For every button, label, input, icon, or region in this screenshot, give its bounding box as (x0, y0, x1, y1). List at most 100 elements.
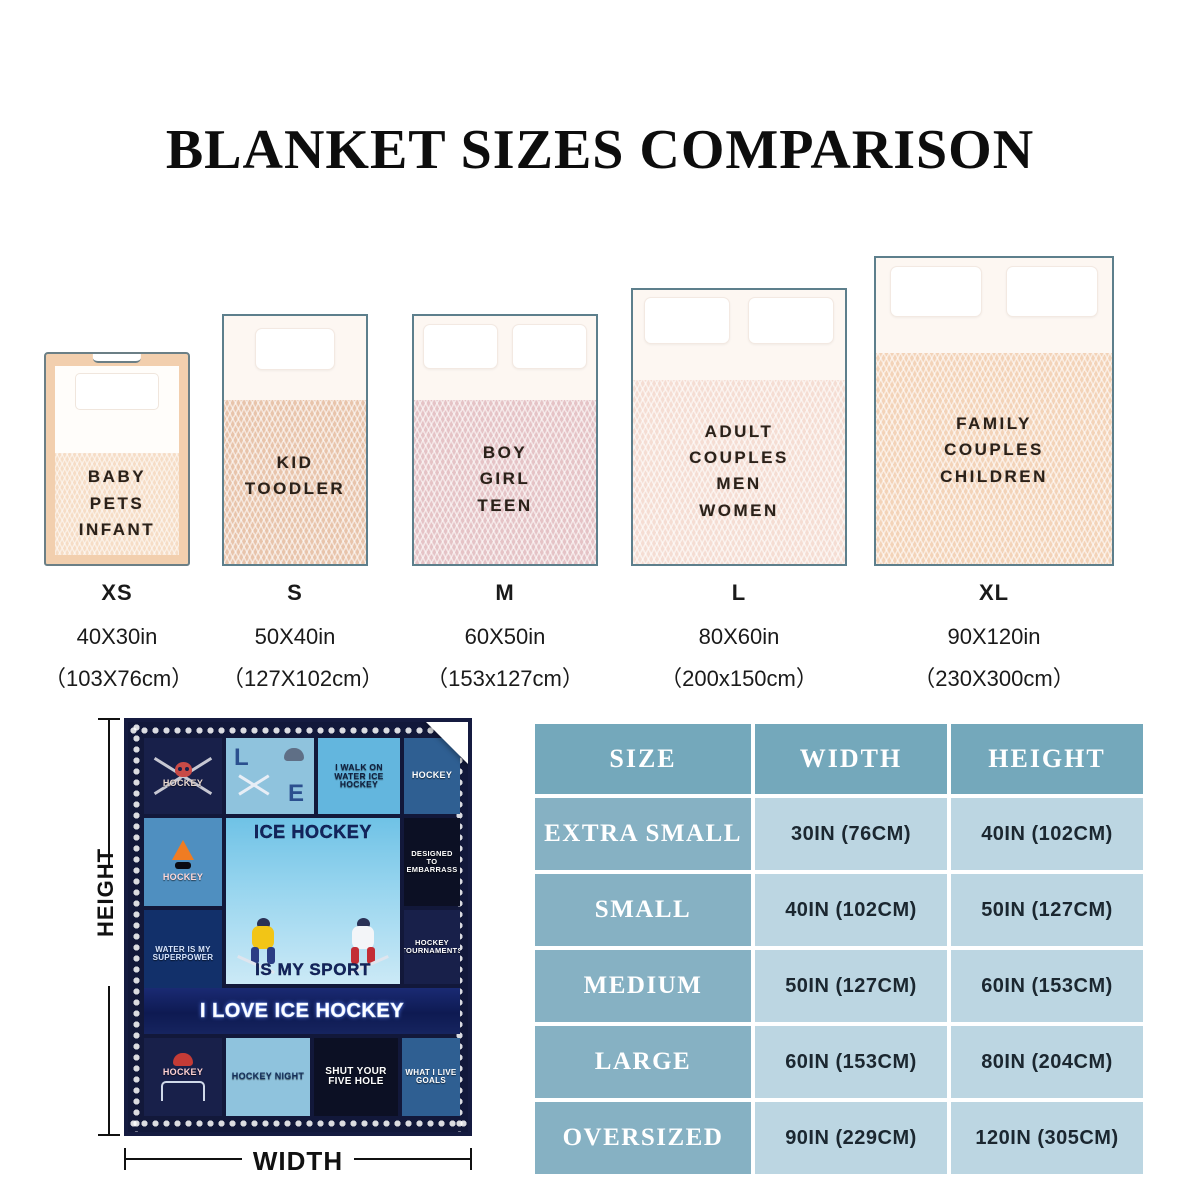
bed-column-l: ADULT COUPLES MEN WOMEN L 80X60in （200x1… (631, 288, 847, 691)
bed-caption-l: L 80X60in （200x150cm） (631, 566, 847, 697)
bed-sheet (876, 258, 1112, 353)
blanket-tile-flame-hockey: HOCKEY (144, 818, 222, 906)
bed-size-inches-m: 60X50in (464, 624, 546, 650)
center-tile-bottom-text: IS MY SPORT (255, 960, 371, 979)
tile-text: HOCKEY TOURNAMENTS (404, 938, 460, 955)
height-dimension-indicator: HEIGHT (92, 718, 126, 1136)
bed-caption-xl: XL 90X120in （230X300cm） (874, 566, 1114, 697)
bed-caption-m: M 60X50in （153x127cm） (412, 566, 598, 697)
blanket-tile-goals: WHAT I LIVE GOALS (402, 1038, 460, 1116)
blanket-tile-hockey-night: HOCKEY NIGHT (226, 1038, 310, 1116)
row-size-medium: MEDIUM (533, 948, 753, 1024)
hockey-player-red-icon (348, 918, 389, 975)
bed-caption-xs: XS 40X30in （103X76cm） (44, 566, 193, 697)
blanket-tile-love: L E (226, 738, 314, 814)
row-width-oversized: 90IN (229CM) (753, 1100, 949, 1176)
row-width-small: 40IN (102CM) (753, 872, 949, 948)
bed-occupant-label-xs: BABY PETS INFANT (78, 467, 156, 539)
bed-size-cm-xl: （230X300cm） (913, 666, 1075, 692)
crib-notch (92, 354, 142, 363)
tile-text: DESIGNED TO EMBARRASS (406, 849, 458, 874)
bed-size-cm-l: （200x150cm） (660, 666, 818, 692)
row-width-large: 60IN (153CM) (753, 1024, 949, 1100)
bed-occupant-label-l: ADULT COUPLES MEN WOMEN (689, 421, 789, 520)
pillow-right (747, 297, 835, 345)
tile-text: HOCKEY (162, 1066, 204, 1077)
table-row: SMALL 40IN (102CM) 50IN (127CM) (533, 872, 1145, 948)
skull-icon (174, 761, 192, 777)
bed-illustration-l: ADULT COUPLES MEN WOMEN (631, 288, 847, 566)
bed-column-m: BOY GIRL TEEN M 60X50in （153x127cm） (412, 314, 598, 691)
table-header-row: SIZE WIDTH HEIGHT (533, 722, 1145, 796)
row-size-large: LARGE (533, 1024, 753, 1100)
blanket-dot-border-left (131, 722, 142, 1132)
hockey-player-yellow-icon (237, 918, 278, 975)
row-height-extra-small: 40IN (102CM) (949, 796, 1145, 872)
table-header-width: WIDTH (753, 722, 949, 796)
row-size-extra-small: EXTRA SMALL (533, 796, 753, 872)
bed-size-cm-m: （153x127cm） (426, 666, 584, 692)
bed-size-code-xl: XL (978, 580, 1010, 605)
bed-comparison-row: BABY PETS INFANT XS 40X30in （103X76cm） K… (0, 236, 1200, 691)
height-label: HEIGHT (93, 847, 118, 937)
width-label: WIDTH (252, 1146, 344, 1176)
bed-caption-s: S 50X40in （127X102cm） (222, 566, 384, 697)
blanket-tile-hockey-net: HOCKEY (144, 1038, 222, 1116)
blanket-tile-ice-hockey-main: ICE HOCKEY IS MY SPORT (226, 818, 400, 984)
pillow-left (423, 323, 498, 370)
blanket-folded-corner (424, 722, 468, 766)
row-height-medium: 60IN (153CM) (949, 948, 1145, 1024)
bed-illustration-xl: FAMILY COUPLES CHILDREN (874, 256, 1114, 566)
tile-text: HOCKEY (162, 871, 204, 882)
blanket-tile-hockey-skull: HOCKEY (144, 738, 222, 814)
crib-blanket: BABY PETS INFANT (55, 366, 179, 555)
bed-sheet (224, 316, 366, 401)
helmet-icon (173, 1052, 193, 1066)
pillow-left (643, 297, 731, 345)
center-tile-top-text: ICE HOCKEY (253, 822, 373, 842)
bed-occupant-label-s: KID TOODLER (244, 452, 346, 499)
banner-text: I LOVE ICE HOCKEY (199, 999, 405, 1022)
blanket-dot-border-top (128, 725, 468, 736)
bed-sheet (633, 290, 845, 381)
pillow-right (1006, 265, 1098, 317)
row-width-extra-small: 30IN (76CM) (753, 796, 949, 872)
blanket-tile-walk-on-water: I WALK ON WATER ICE HOCKEY (318, 738, 400, 814)
bed-occupant-label-xl: FAMILY COUPLES CHILDREN (940, 414, 1048, 486)
bed-size-cm-s: （127X102cm） (222, 666, 384, 692)
bed-size-inches-xl: 90X120in (947, 624, 1041, 650)
bed-size-code-l: L (731, 580, 747, 605)
pillow (255, 327, 335, 371)
puck-icon (175, 861, 191, 869)
tile-letter-e: E (287, 780, 304, 807)
page-title: BLANKET SIZES COMPARISON (165, 119, 1035, 181)
tile-text: HOCKEY (162, 777, 204, 788)
bed-sheet (414, 316, 596, 401)
row-width-medium: 50IN (127CM) (753, 948, 949, 1024)
pillow-right (512, 323, 587, 370)
table-row: LARGE 60IN (153CM) 80IN (204CM) (533, 1024, 1145, 1100)
crib-sheet (55, 366, 179, 453)
blanket-tile-five-hole: SHUT YOUR FIVE HOLE (314, 1038, 398, 1116)
bed-column-xs: BABY PETS INFANT XS 40X30in （103X76cm） (44, 352, 193, 691)
row-size-small: SMALL (533, 872, 753, 948)
tile-text: WHAT I LIVE GOALS (405, 1067, 457, 1085)
table-row: OVERSIZED 90IN (229CM) 120IN (305CM) (533, 1100, 1145, 1176)
width-dimension-indicator: WIDTH (124, 1142, 472, 1176)
bed-blanket (876, 352, 1112, 564)
blanket-image: HOCKEY L E I WALK ON WATER ICE HOCKEY HO… (124, 718, 472, 1136)
bed-blanket (224, 400, 366, 564)
bed-size-code-s: S (287, 580, 303, 605)
size-table: SIZE WIDTH HEIGHT EXTRA SMALL 30IN (76CM… (533, 722, 1145, 1176)
helmet-icon (284, 748, 304, 761)
blanket-product-figure: HEIGHT HOCKEY L E I WALK (92, 718, 492, 1178)
table-header-size: SIZE (533, 722, 753, 796)
tile-text: I WALK ON WATER ICE HOCKEY (334, 761, 384, 790)
table-row: MEDIUM 50IN (127CM) 60IN (153CM) (533, 948, 1145, 1024)
pillow (74, 372, 160, 410)
bed-blanket (633, 380, 845, 564)
row-height-large: 80IN (204CM) (949, 1024, 1145, 1100)
bed-size-inches-xs: 40X30in (76, 624, 158, 650)
bed-size-code-xs: XS (101, 580, 133, 605)
row-size-oversized: OVERSIZED (533, 1100, 753, 1176)
